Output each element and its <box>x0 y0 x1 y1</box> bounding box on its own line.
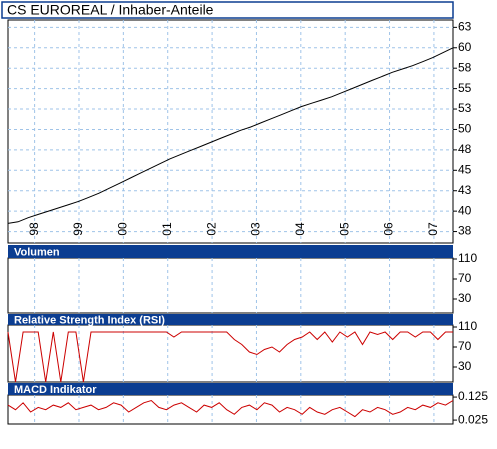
x-tick-label: 00 <box>116 222 130 236</box>
plot-area <box>7 257 454 314</box>
y-tick-label: 55 <box>458 81 472 95</box>
y-tick-label: 0.125 <box>458 389 488 403</box>
y-tick-label: 58 <box>458 60 472 74</box>
x-tick-label: 03 <box>249 222 263 236</box>
y-tick-label: 63 <box>458 20 472 34</box>
y-tick-label: 30 <box>458 359 472 373</box>
panel-title: MACD Indikator <box>14 384 97 396</box>
x-tick-label: 98 <box>27 222 41 236</box>
data-line <box>7 47 454 224</box>
data-line <box>7 331 453 383</box>
x-tick-label: 02 <box>204 222 218 236</box>
y-tick-label: 60 <box>458 40 472 54</box>
y-tick-label: 110 <box>458 319 477 333</box>
y-tick-label: 30 <box>458 291 472 305</box>
y-tick-label: 40 <box>458 203 472 217</box>
plot-area <box>7 394 454 425</box>
panel-header <box>8 314 453 325</box>
y-tick-label: 110 <box>458 251 477 265</box>
title-box <box>1 1 454 19</box>
y-tick-label: 0.025 <box>458 412 488 426</box>
x-tick-label: 07 <box>426 222 440 236</box>
x-tick-label: 06 <box>382 222 396 236</box>
panel-header <box>8 245 453 258</box>
y-tick-label: 38 <box>458 224 472 238</box>
x-tick-label: 04 <box>293 222 307 236</box>
y-tick-label: 50 <box>458 122 472 136</box>
x-tick-label: 99 <box>71 222 85 236</box>
panel-title: Volumen <box>14 246 60 258</box>
y-tick-label: 70 <box>458 271 472 285</box>
y-tick-label: 48 <box>458 142 472 156</box>
y-tick-label: 43 <box>458 183 472 197</box>
y-tick-label: 45 <box>458 162 472 176</box>
plot-area <box>7 19 454 244</box>
y-tick-label: 70 <box>458 339 472 353</box>
chart-title: CS EUROREAL / Inhaber-Anteile <box>7 2 214 18</box>
panel-title: Relative Strength Index (RSI) <box>14 314 165 326</box>
data-line <box>7 399 454 418</box>
panel-header <box>8 383 453 395</box>
x-tick-label: 01 <box>160 222 174 236</box>
x-tick-label: 05 <box>337 222 351 236</box>
y-tick-label: 53 <box>458 101 472 115</box>
